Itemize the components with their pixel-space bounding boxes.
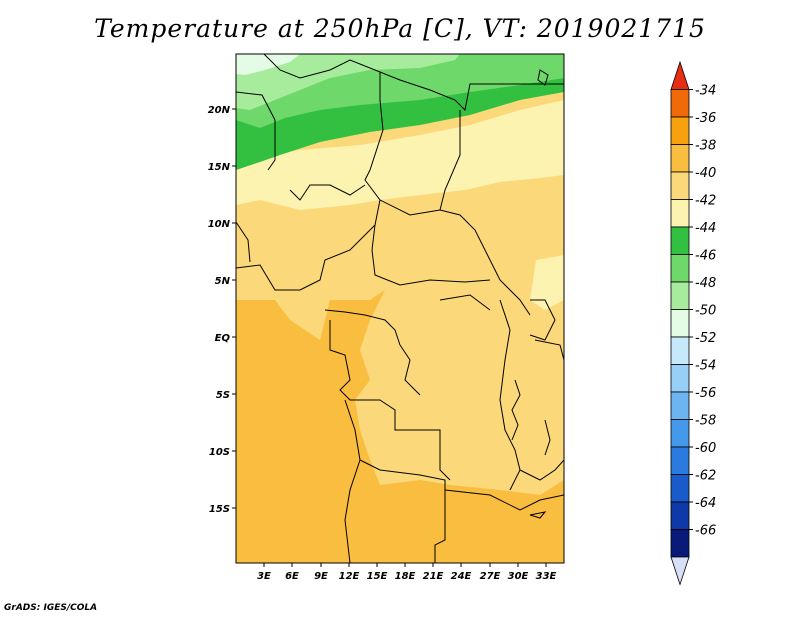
lat-label: 10S: [209, 447, 230, 458]
lon-label: 18E: [395, 571, 416, 582]
lake-3: [544, 419, 551, 456]
lat-label: 5S: [216, 390, 230, 401]
colorbar-label: -42: [695, 194, 716, 209]
lon-label: 15E: [367, 571, 388, 582]
border-12: [359, 459, 446, 563]
border-18: [399, 344, 421, 396]
colorbar-label: -56: [695, 386, 716, 401]
lon-label: 27E: [480, 571, 501, 582]
lake-4: [529, 511, 547, 519]
map-title: Temperature at 250hPa [C], VT: 201902171…: [94, 14, 706, 43]
border-8: [236, 221, 251, 263]
field-minus-42: [236, 100, 564, 210]
temperature-field: [236, 54, 564, 563]
border-6: [371, 224, 491, 286]
border-17: [439, 294, 491, 311]
lat-label: 10N: [208, 219, 231, 230]
colorbar-swatch: [670, 501, 690, 530]
border-4: [439, 110, 531, 316]
border-9: [324, 309, 401, 346]
lon-label: 6E: [285, 571, 299, 582]
colorbar-swatch: [670, 336, 690, 365]
longitude-axis: 3E 6E 9E 12E 15E 18E 21E 24E 27E 30E 33E: [257, 563, 557, 582]
border-11: [344, 399, 361, 563]
colorbar-swatch: [670, 89, 690, 118]
lon-label: 12E: [339, 571, 360, 582]
country-borders: [236, 54, 564, 563]
field-minus-48: [236, 54, 460, 110]
colorbar-label: -58: [695, 414, 716, 429]
lat-label: 15N: [208, 162, 231, 173]
colorbar-swatch: [670, 364, 690, 393]
colorbar-top-arrow: [670, 60, 690, 90]
lon-label: 3E: [257, 571, 271, 582]
colorbar-label: -64: [695, 496, 716, 511]
lon-label: 33E: [536, 571, 557, 582]
colorbar-swatch: [670, 281, 690, 310]
border-7: [289, 184, 366, 201]
colorbar-swatch: [670, 419, 690, 448]
colorbar-label: -66: [695, 524, 716, 539]
colorbar-label: -62: [695, 469, 716, 484]
field-minus-38-west: [236, 350, 320, 540]
border-15: [534, 339, 564, 361]
colorbar-swatch: [670, 309, 690, 338]
border-3: [379, 71, 564, 112]
border-16: [519, 459, 564, 481]
colorbar-label: -38: [695, 139, 716, 154]
lat-label: 15S: [209, 504, 230, 515]
lon-label: 9E: [314, 571, 328, 582]
colorbar-bottom-arrow: [670, 556, 690, 586]
colorbar-swatch: [670, 529, 690, 558]
colorbar-label: -36: [695, 111, 716, 126]
latitude-axis: 20N 15N 10N 5N EQ 5S 10S 15S: [208, 105, 236, 515]
colorbar-label: -40: [695, 166, 716, 181]
colorbar-swatch: [670, 474, 690, 503]
lon-label: 30E: [508, 571, 529, 582]
map-frame: [235, 53, 565, 564]
grads-credit: GrADS: IGES/COLA: [4, 603, 98, 613]
colorbar-swatch: [670, 171, 690, 200]
lon-label: 21E: [423, 571, 444, 582]
colorbar-swatch: [670, 116, 690, 145]
colorbar-swatch: [670, 446, 690, 475]
colorbar-swatch: [670, 254, 690, 283]
colorbar-label: -60: [695, 441, 716, 456]
field-minus-38-south: [236, 290, 564, 563]
lat-label: 5N: [215, 276, 231, 287]
colorbar-swatch: [670, 199, 690, 228]
colorbar-label: -48: [695, 276, 716, 291]
colorbar: -34 -36 -38 -40 -42 -44 -46 -48 -50 -52 -54 -56 -58 -…: [670, 60, 716, 586]
border-10: [329, 320, 451, 481]
colorbar-label: -52: [695, 331, 716, 346]
border-13: [444, 489, 564, 511]
colorbar-label: -34: [695, 84, 716, 99]
colorbar-label: -50: [695, 304, 716, 319]
border-14: [499, 299, 521, 491]
colorbar-swatch: [670, 391, 690, 420]
lat-label: EQ: [215, 333, 231, 344]
field-minus-52: [236, 54, 300, 75]
field-minus-42-east: [530, 255, 564, 310]
colorbar-label: -46: [695, 249, 716, 264]
border-2: [236, 91, 276, 171]
lat-label: 20N: [208, 105, 231, 116]
lake-2: [511, 379, 521, 441]
coast-1: [537, 69, 549, 86]
colorbar-label: -44: [695, 221, 716, 236]
lake-1: [529, 299, 556, 341]
lon-label: 24E: [451, 571, 472, 582]
colorbar-label: -54: [695, 359, 716, 374]
border-1: [236, 54, 384, 291]
border-5: [379, 199, 441, 216]
colorbar-swatch: [670, 226, 690, 255]
colorbar-swatch: [670, 144, 690, 173]
